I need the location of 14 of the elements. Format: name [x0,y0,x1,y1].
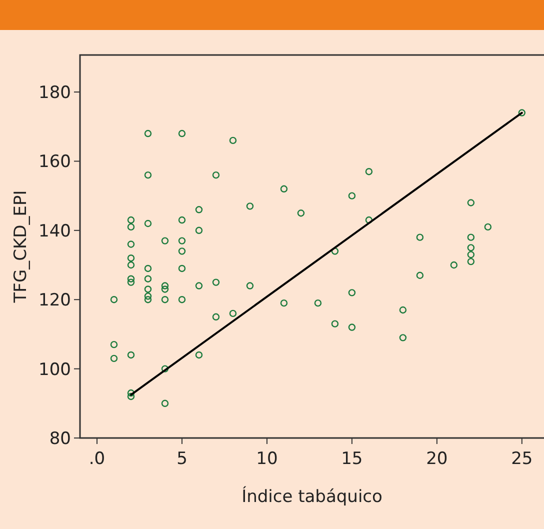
y-tick-label: 180 [38,82,71,103]
y-tick-label: 80 [49,428,71,449]
x-tick-label: 20 [426,449,448,469]
y-tick-label: 140 [38,221,71,242]
x-tick-label: .0 [88,449,106,469]
x-tick-label: 10 [256,449,278,469]
y-tick-label: 120 [38,290,71,311]
x-axis-title: Índice tabáquico [242,486,382,507]
y-axis-title: TFG_CKD_EPI [11,190,31,304]
x-tick-label: 15 [341,449,363,469]
x-tick-label: 25 [511,449,533,469]
y-tick-label: 160 [38,152,71,172]
y-tick-label: 100 [38,360,71,380]
x-tick-label: 5 [176,449,188,469]
